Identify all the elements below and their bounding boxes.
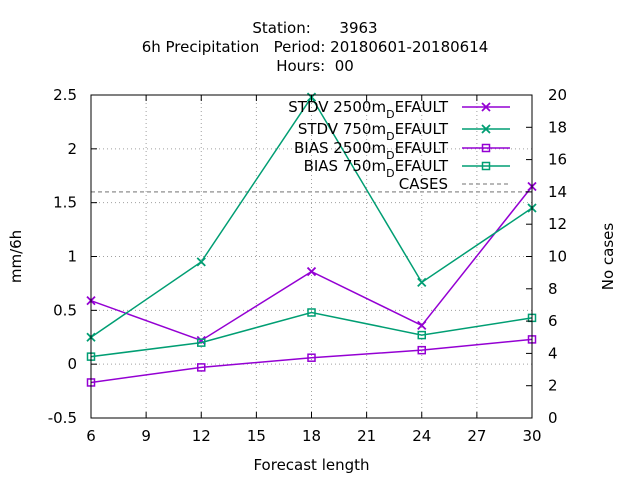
series-line [90, 311, 533, 358]
grid [91, 95, 532, 418]
y2-tick-label: 20 [548, 86, 567, 104]
axes: 6 9 12 15 18 21 24 27 30-0.500.511.522.502468101… [48, 86, 567, 445]
marker-stroke [481, 124, 491, 134]
y-tick-label: -0.5 [48, 409, 77, 427]
legend-label: BIAS 750mDEFAULT [304, 157, 449, 180]
y-tick-label: 0.5 [53, 301, 77, 319]
legend-label: CASES [399, 175, 448, 193]
legend-entry: BIAS 750mDEFAULT [304, 157, 510, 180]
legend-label: STDV 750mDEFAULT [298, 120, 449, 143]
data-point-square [197, 338, 206, 347]
y2-tick-label: 16 [548, 151, 567, 169]
data-point-square [417, 345, 426, 355]
y-tick-label: 0 [67, 355, 77, 373]
legend-label-tail: EFAULT [395, 157, 449, 175]
legend-entry-cases: CASES [399, 175, 510, 193]
data-point-square [197, 363, 206, 372]
series-line [90, 338, 533, 384]
data-point-x [306, 266, 317, 277]
data-point-square [417, 330, 426, 340]
marker-stroke [417, 320, 427, 331]
y-tick-label: 2 [67, 140, 77, 158]
legend-label-tail: EFAULT [395, 98, 449, 116]
x-tick-label: 15 [247, 427, 266, 445]
y2-tick-label: 2 [548, 377, 558, 395]
legend-label-sub: D [386, 108, 394, 121]
y2-tick-label: 0 [548, 409, 558, 427]
x-axis-label: Forecast length [253, 456, 369, 474]
legend-label: STDV 2500mDEFAULT [288, 98, 449, 121]
y-tick-label: 2.5 [53, 86, 77, 104]
x-tick-label: 24 [412, 427, 431, 445]
data-point-square [481, 143, 491, 153]
legend-label-main: BIAS 2500m [294, 139, 386, 157]
y-tick-label: 1 [67, 248, 77, 266]
data-point-square [307, 308, 316, 317]
data-point-x [196, 257, 206, 267]
y2-tick-label: 14 [548, 183, 567, 201]
legend-label-sub: D [386, 167, 394, 180]
chart-title-line: Station: 3963 [252, 19, 377, 37]
legend-label-tail: EFAULT [395, 120, 449, 138]
legend-label-sub: D [386, 130, 394, 143]
legend-entry: STDV 2500mDEFAULT [288, 98, 510, 121]
series-bias-750m-default [86, 308, 537, 361]
y2-tick-label: 4 [548, 344, 558, 362]
marker-stroke [417, 277, 427, 287]
legend-entry: BIAS 2500mDEFAULT [294, 139, 510, 162]
y2-tick-label: 10 [548, 248, 567, 266]
legend-label-main: STDV 750m [298, 120, 386, 138]
legend-label-main: BIAS 750m [304, 157, 387, 175]
legend-entry: STDV 750mDEFAULT [298, 120, 510, 143]
legend-label-tail: EFAULT [395, 139, 449, 157]
marker-stroke [196, 257, 206, 267]
data-point-x [481, 102, 491, 112]
data-point-x [481, 124, 491, 134]
y2-tick-label: 18 [548, 118, 567, 136]
x-tick-label: 21 [357, 427, 376, 445]
chart-title-line: 6h Precipitation Period: 20180601-201806… [142, 38, 489, 56]
y-axis-label: mm/6h [7, 230, 25, 283]
legend-label: BIAS 2500mDEFAULT [294, 139, 449, 162]
x-tick-label: 6 [86, 427, 96, 445]
y-tick-label: 1.5 [53, 194, 77, 212]
y2-axis-label: No cases [599, 223, 617, 291]
data-point-square [307, 353, 316, 362]
legend-label-sub: D [386, 149, 394, 162]
x-tick-label: 30 [522, 427, 541, 445]
x-tick-label: 9 [141, 427, 151, 445]
legend-label-main: STDV 2500m [288, 98, 386, 116]
titles: Forecast length mm/6h No cases Station: 396… [7, 19, 617, 474]
data-point-square [481, 161, 491, 171]
x-tick-label: 12 [192, 427, 211, 445]
y2-tick-label: 12 [548, 215, 567, 233]
x-tick-label: 18 [302, 427, 321, 445]
y2-tick-label: 6 [548, 312, 558, 330]
data-point-x [417, 277, 427, 287]
marker-stroke [306, 266, 317, 277]
chart-title-line: Hours: 00 [276, 57, 354, 75]
y2-tick-label: 8 [548, 280, 558, 298]
data-point-x [417, 320, 427, 331]
x-tick-label: 27 [467, 427, 486, 445]
marker-stroke [481, 102, 491, 112]
